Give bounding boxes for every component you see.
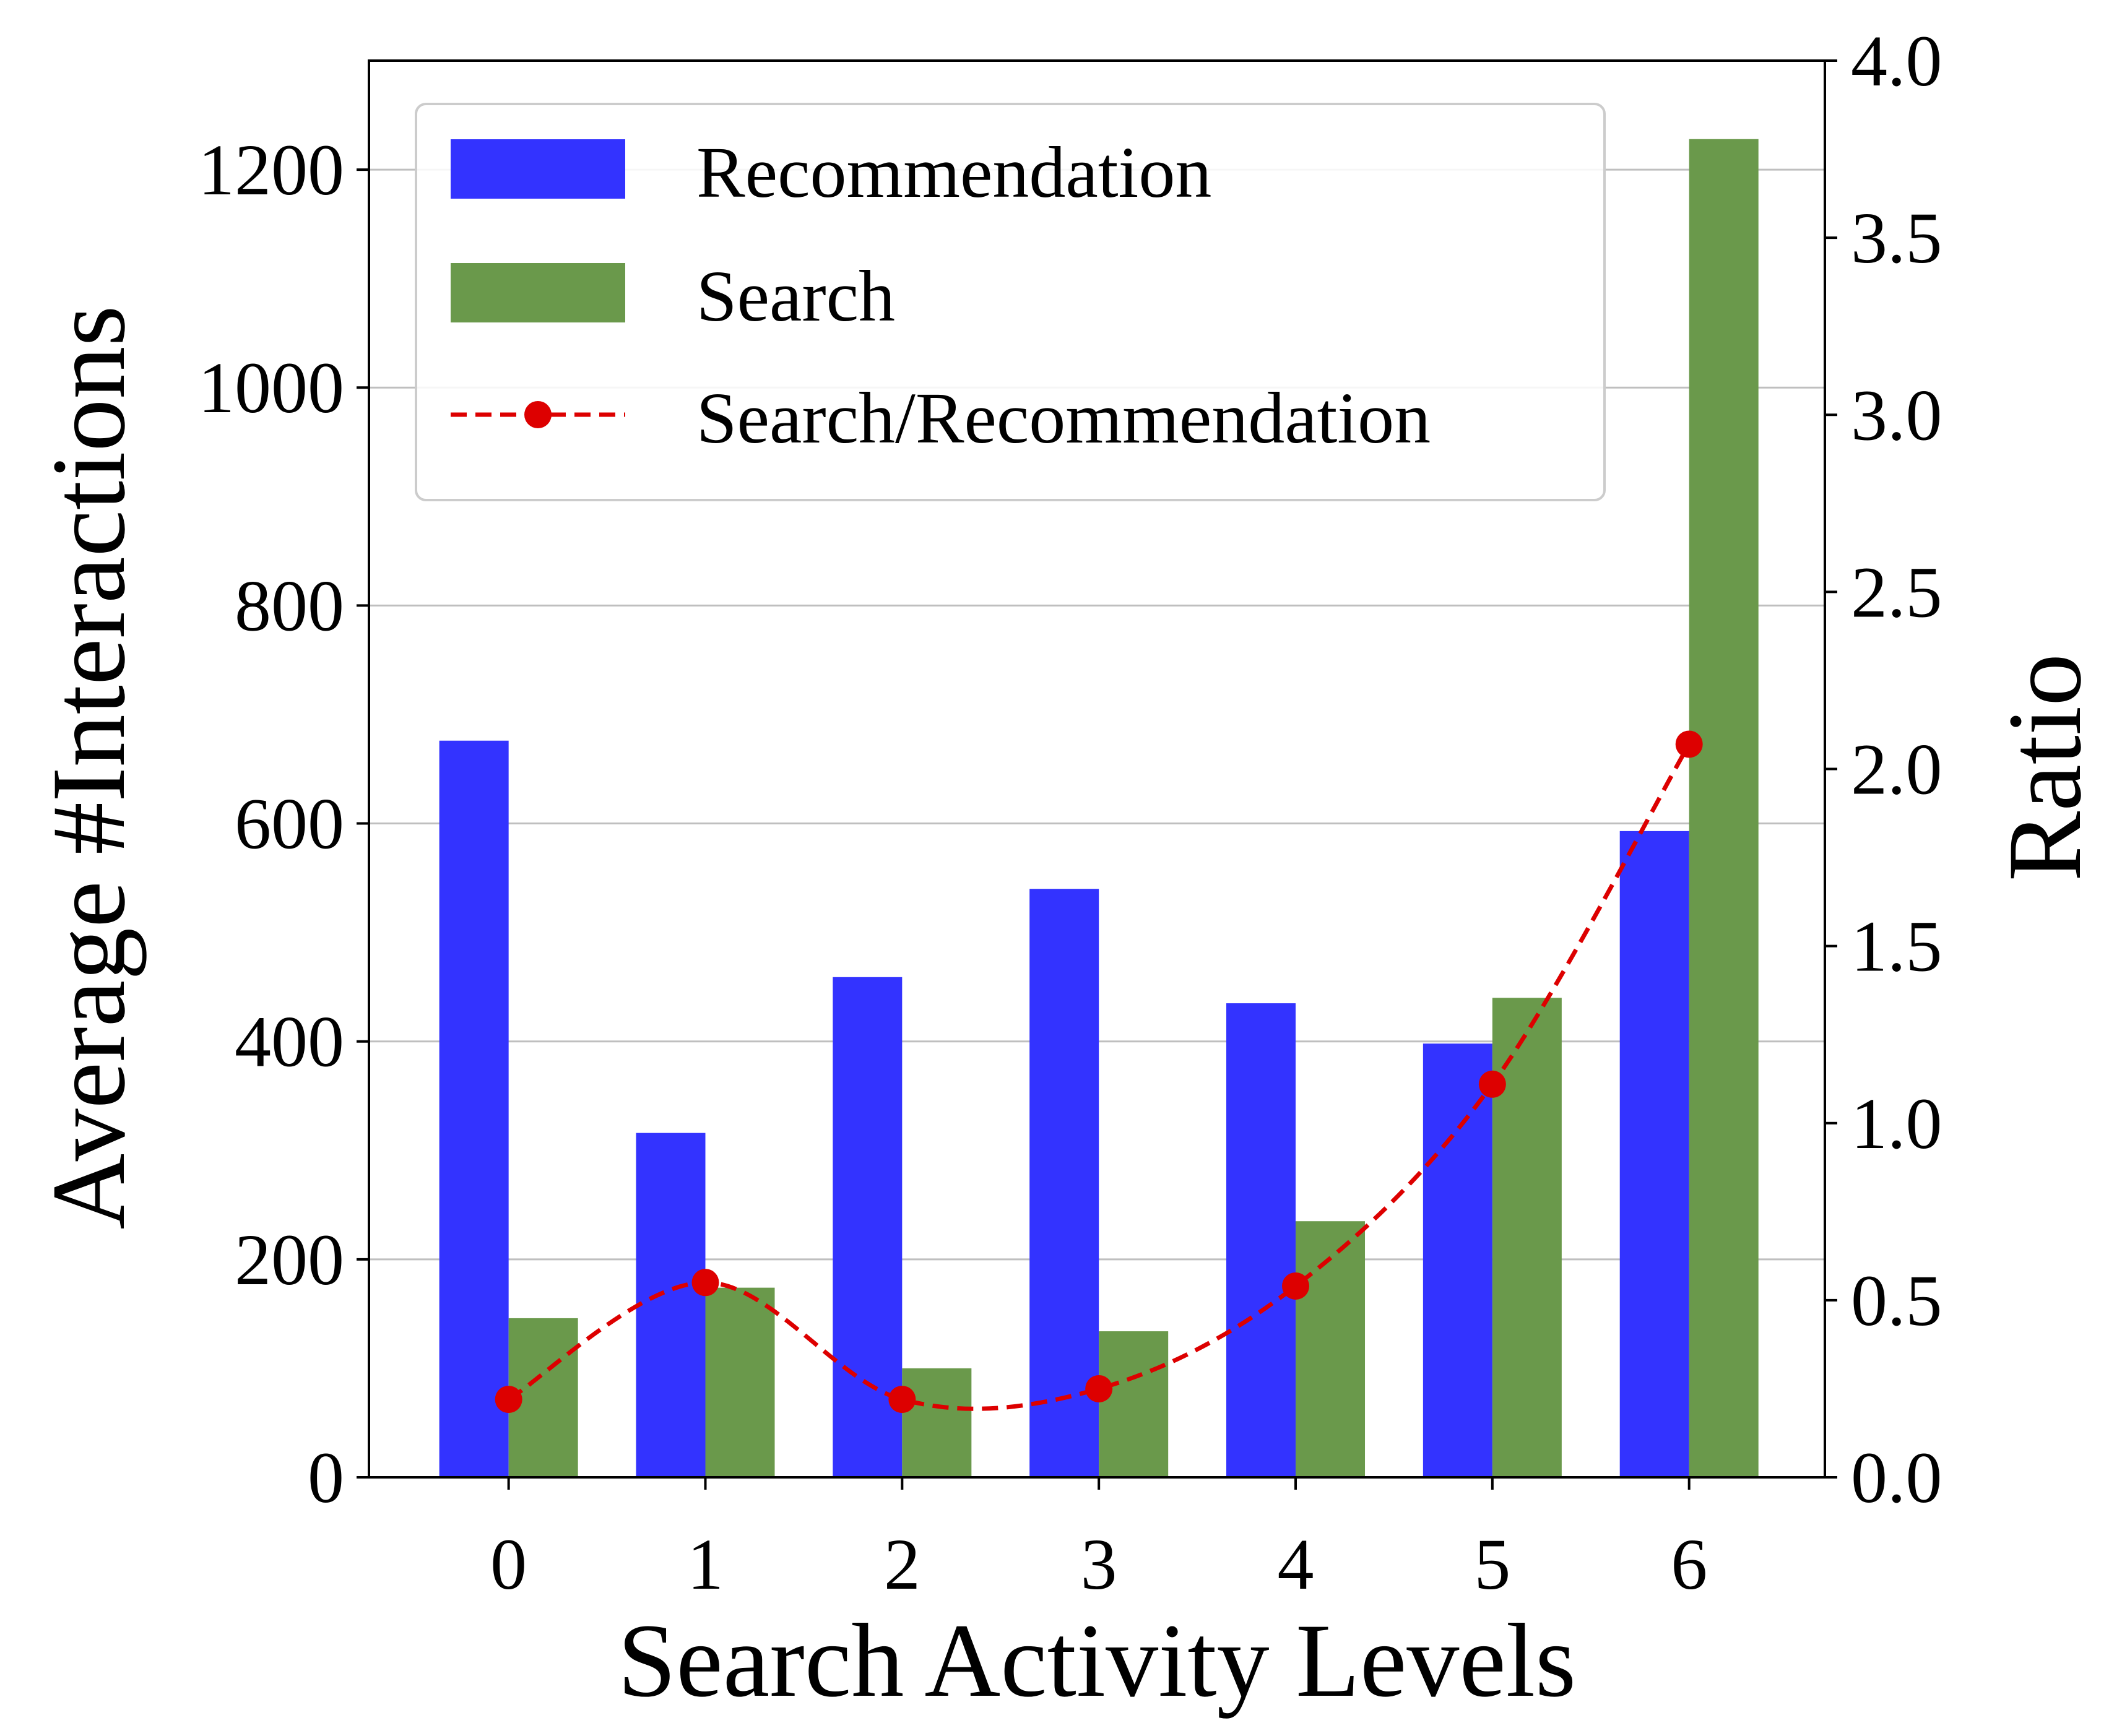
bar-search-5 bbox=[1492, 998, 1562, 1477]
x-tick-label: 6 bbox=[1671, 1524, 1707, 1605]
ratio-point-0 bbox=[495, 1386, 522, 1414]
bar-search-3 bbox=[1099, 1331, 1169, 1477]
ratio-point-6 bbox=[1675, 730, 1703, 758]
ratio-point-1 bbox=[691, 1269, 719, 1297]
ratio-point-4 bbox=[1282, 1272, 1310, 1300]
y2-tick-label: 0.5 bbox=[1851, 1260, 1942, 1341]
legend-swatch-search bbox=[451, 263, 625, 322]
x-tick-label: 0 bbox=[490, 1524, 527, 1605]
y-tick-label: 200 bbox=[235, 1219, 344, 1300]
bar-recommendation-4 bbox=[1226, 1003, 1296, 1477]
ratio-point-2 bbox=[888, 1386, 916, 1414]
right-axis-ticks: 0.0 0.5 1.0 1.5 2.0 2.5 3.0 3.5 4.0 bbox=[1825, 20, 1942, 1518]
y2-tick-label: 1.5 bbox=[1851, 906, 1942, 987]
y2-tick-label: 3.5 bbox=[1851, 197, 1942, 279]
x-tick-label: 5 bbox=[1474, 1524, 1510, 1605]
legend-swatch-ratio-marker bbox=[524, 401, 552, 428]
y2-tick-label: 0.0 bbox=[1851, 1437, 1942, 1518]
bar-recommendation-6 bbox=[1619, 831, 1689, 1477]
bar-recommendation-0 bbox=[439, 740, 509, 1477]
x-tick-label: 1 bbox=[687, 1524, 724, 1605]
x-axis-ticks: 0 1 2 3 4 5 6 bbox=[490, 1477, 1707, 1605]
y2-tick-label: 4.0 bbox=[1851, 20, 1942, 101]
y-tick-label: 400 bbox=[235, 1001, 344, 1082]
x-tick-label: 2 bbox=[884, 1524, 920, 1605]
y-axis-title: Average #Interactions bbox=[30, 305, 147, 1229]
x-tick-label: 4 bbox=[1278, 1524, 1314, 1605]
bar-search-4 bbox=[1296, 1221, 1366, 1477]
x-axis-title: Search Activity Levels bbox=[618, 1602, 1576, 1719]
y2-tick-label: 1.0 bbox=[1851, 1083, 1942, 1164]
bar-recommendation-1 bbox=[636, 1133, 706, 1477]
bar-search-2 bbox=[902, 1368, 972, 1477]
y-tick-label: 0 bbox=[308, 1437, 344, 1518]
x-tick-label: 3 bbox=[1081, 1524, 1117, 1605]
bar-recommendation-3 bbox=[1029, 889, 1099, 1477]
ratio-point-5 bbox=[1478, 1070, 1506, 1098]
bar-recommendation-5 bbox=[1423, 1043, 1492, 1477]
ratio-point-3 bbox=[1085, 1375, 1113, 1402]
left-axis-ticks: 0 200 400 600 800 1000 1200 bbox=[198, 129, 369, 1518]
bar-search-6 bbox=[1689, 139, 1759, 1477]
y2-tick-label: 2.5 bbox=[1851, 551, 1942, 633]
bar-search-1 bbox=[705, 1287, 775, 1477]
y-tick-label: 600 bbox=[235, 784, 344, 865]
legend-box bbox=[415, 103, 1606, 501]
bars bbox=[439, 139, 1759, 1477]
legend-swatch-recommendation bbox=[451, 139, 625, 199]
legend: Recommendation Search Search/Recommendat… bbox=[415, 103, 1606, 501]
legend-label-search: Search bbox=[696, 256, 895, 337]
legend-label-recommendation: Recommendation bbox=[696, 132, 1211, 213]
y2-tick-label: 3.0 bbox=[1851, 374, 1942, 456]
ratio-line bbox=[495, 730, 1703, 1414]
y2-axis-title: Ratio bbox=[1986, 654, 2103, 881]
y-tick-label: 800 bbox=[235, 565, 344, 646]
y-tick-label: 1000 bbox=[198, 347, 344, 428]
y2-tick-label: 2.0 bbox=[1851, 729, 1942, 810]
y-tick-label: 1200 bbox=[198, 129, 344, 210]
legend-label-ratio: Search/Recommendation bbox=[696, 378, 1431, 459]
